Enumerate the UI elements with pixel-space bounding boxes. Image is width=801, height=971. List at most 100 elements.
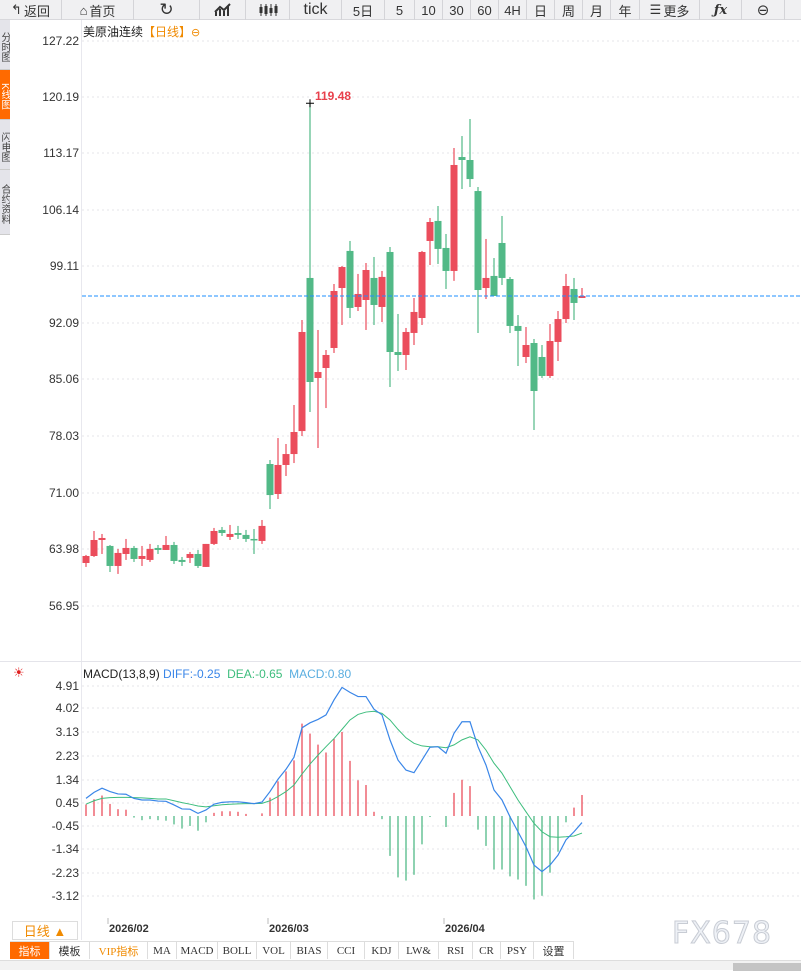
- tab-timeshare[interactable]: 分时图: [0, 20, 10, 70]
- candle-body: [162, 544, 170, 550]
- candle-body: [490, 275, 498, 296]
- candle-body: [314, 372, 322, 378]
- period-select[interactable]: 日线 ▲: [12, 921, 78, 940]
- 10min-button[interactable]: 10: [415, 0, 443, 20]
- candle: [210, 527, 218, 545]
- 30min-button[interactable]: 30: [443, 0, 471, 20]
- price-tick-label: 99.11: [49, 259, 79, 273]
- candle-body: [146, 548, 154, 560]
- chart-type-button[interactable]: [200, 0, 246, 20]
- candle: [474, 187, 482, 334]
- candle: [442, 233, 450, 289]
- candle-body: [354, 293, 362, 307]
- indicator-tab-cr[interactable]: CR: [473, 942, 501, 959]
- candle-body: [266, 464, 274, 496]
- macd-tick-label: 4.91: [55, 679, 79, 693]
- candle-body: [546, 340, 554, 376]
- watermark-logo: FX678: [671, 916, 773, 952]
- candle: [202, 543, 210, 567]
- diff-value: DIFF:-0.25: [163, 667, 221, 681]
- day-button[interactable]: 日: [527, 0, 555, 20]
- zoom-out-button[interactable]: ⊖: [742, 0, 785, 20]
- candle: [298, 320, 306, 437]
- indicator-tab-ma[interactable]: MA: [148, 942, 177, 959]
- candle: [394, 313, 402, 371]
- date-tick-label: 2026/04: [445, 923, 485, 935]
- tab-flash[interactable]: 闪电图: [0, 120, 10, 170]
- candle-body: [138, 555, 146, 559]
- refresh-button[interactable]: ↻: [134, 0, 200, 20]
- indicator-tab-2[interactable]: VIP指标: [90, 942, 148, 959]
- macd-tick-label: -1.34: [51, 842, 79, 856]
- indicator-tab-vol[interactable]: VOL: [257, 942, 291, 959]
- scrollbar-thumb[interactable]: [733, 963, 801, 971]
- candle: [154, 544, 162, 554]
- candle-body: [114, 552, 122, 566]
- candle: [170, 541, 178, 564]
- indicator-tab-lw[interactable]: LW&: [399, 942, 439, 959]
- price-tick-label: 85.06: [48, 372, 79, 386]
- tab-kline[interactable]: K线图: [0, 70, 10, 120]
- candle: [546, 324, 554, 378]
- candle-body: [522, 345, 530, 357]
- five-day-button[interactable]: 5日: [342, 0, 385, 20]
- price-tick-label: 71.00: [48, 486, 79, 500]
- indicator-tab-bias[interactable]: BIAS: [291, 942, 328, 959]
- candle: [386, 246, 394, 387]
- candle-body: [98, 537, 106, 540]
- indicator-tab-cci[interactable]: CCI: [328, 942, 365, 959]
- price-tick-label: 78.03: [48, 429, 79, 443]
- year-button[interactable]: 年: [611, 0, 640, 20]
- sun-settings-icon[interactable]: ☀: [13, 665, 25, 680]
- back-button[interactable]: ↰ 返回: [0, 0, 62, 20]
- indicator-tab-kdj[interactable]: KDJ: [365, 942, 399, 959]
- tab-contract-info[interactable]: 合约资料: [0, 170, 10, 235]
- indicator-tab-macd[interactable]: MACD: [177, 942, 218, 959]
- more-button[interactable]: ☰ 更多: [640, 0, 700, 20]
- candle-body: [538, 356, 546, 376]
- candle: [522, 327, 530, 364]
- candle-body: [154, 547, 162, 550]
- 4h-button[interactable]: 4H: [499, 0, 527, 20]
- period-label: 【日线】: [143, 25, 192, 39]
- candle-body: [482, 277, 490, 289]
- candle: [370, 256, 378, 325]
- indicator-tab-rsi[interactable]: RSI: [439, 942, 473, 959]
- indicator-tab-14[interactable]: 设置: [534, 942, 574, 959]
- price-tick-label: 106.14: [42, 203, 79, 217]
- candle-body: [106, 545, 114, 566]
- candle: [562, 273, 570, 323]
- month-button[interactable]: 月: [583, 0, 611, 20]
- candle: [514, 315, 522, 366]
- week-button[interactable]: 周: [555, 0, 583, 20]
- horizontal-scrollbar[interactable]: [0, 960, 801, 971]
- dea-line: [85, 710, 583, 838]
- 60min-button[interactable]: 60: [471, 0, 499, 20]
- formula-button[interactable]: ƒx: [700, 0, 742, 20]
- chart-canvas[interactable]: 119.48: [0, 0, 801, 940]
- indicator-tab-boll[interactable]: BOLL: [218, 942, 257, 959]
- home-button[interactable]: ⌂ 首页: [62, 0, 134, 20]
- candle: [314, 329, 322, 449]
- candle-body: [418, 251, 426, 318]
- pane-divider[interactable]: [0, 661, 801, 662]
- indicator-tab-psy[interactable]: PSY: [501, 942, 534, 959]
- candle-body: [402, 331, 410, 355]
- price-tick-label: 113.17: [43, 146, 79, 160]
- indicator-tab-1[interactable]: 模板: [50, 942, 90, 959]
- candle-body: [330, 290, 338, 348]
- candle: [122, 538, 130, 560]
- candle-body: [578, 295, 586, 298]
- candle-body: [458, 157, 466, 160]
- candle-body: [90, 539, 98, 556]
- 5min-button[interactable]: 5: [385, 0, 415, 20]
- settings-circle-icon[interactable]: ⊖: [191, 27, 201, 39]
- tick-button[interactable]: tick: [290, 0, 342, 20]
- candle: [354, 273, 362, 312]
- candle-type-button[interactable]: [246, 0, 290, 20]
- candle-body: [498, 242, 506, 278]
- candle: [194, 549, 202, 568]
- candle: [106, 544, 114, 572]
- indicator-tabs: 指标 模板 VIP指标 MA MACD BOLL VOL BIAS CCI KDJ LW& RSI CR…: [10, 941, 574, 959]
- indicator-tab-0[interactable]: 指标: [10, 942, 50, 959]
